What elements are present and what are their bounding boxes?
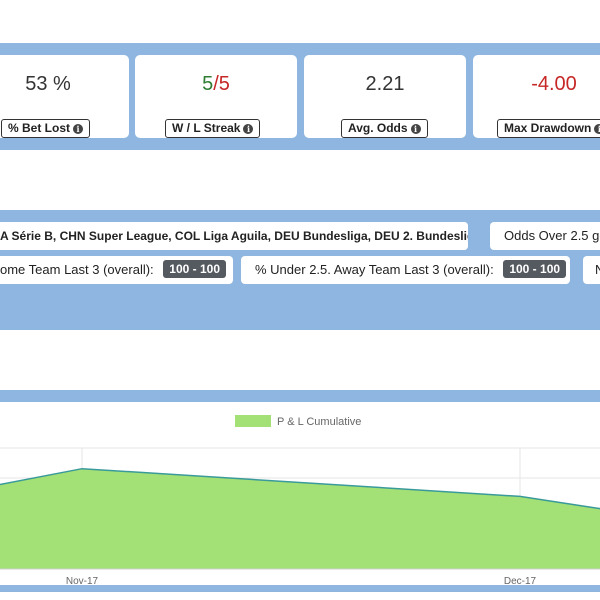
stat-value-max-drawdown: -4.00 xyxy=(531,73,577,95)
legend-swatch xyxy=(235,415,271,427)
stat-value-wl-streak: 5/5 xyxy=(135,73,297,96)
filter-leagues[interactable]: A Série B, CHN Super League, COL Liga Ag… xyxy=(0,222,468,250)
info-icon[interactable]: i xyxy=(73,124,84,134)
x-axis: Nov-17 Dec-17 xyxy=(0,568,600,587)
filters-band: A Série B, CHN Super League, COL Liga Ag… xyxy=(0,210,600,330)
info-icon[interactable]: i xyxy=(410,124,421,134)
area-series-p-l-cumulative xyxy=(0,468,600,569)
stat-label-wl-streak[interactable]: W / L Streak i xyxy=(165,119,261,138)
stat-card-avg-odds: 2.21 Avg. Odds i xyxy=(304,55,466,138)
stat-card-bet-lost: 53 % % Bet Lost i xyxy=(0,55,129,138)
stat-label-max-drawdown[interactable]: Max Drawdown i xyxy=(497,119,600,138)
stat-label-text: W / L Streak xyxy=(172,121,241,135)
stat-label-bet-lost[interactable]: % Bet Lost i xyxy=(1,119,91,138)
filter-home-team-range: 100 - 100 xyxy=(163,260,227,278)
filter-away-team-label: % Under 2.5. Away Team Last 3 (overall): xyxy=(255,262,494,277)
streak-loss-value: 5 xyxy=(218,73,230,95)
filter-home-team-last3[interactable]: ome Team Last 3 (overall): 100 - 100 xyxy=(0,256,233,284)
chart-legend[interactable]: P & L Cumulative xyxy=(235,415,361,428)
legend-label: P & L Cumulative xyxy=(277,416,361,428)
info-icon[interactable]: i xyxy=(243,124,254,134)
streak-separator: / xyxy=(213,73,219,95)
stat-value-avg-odds: 2.21 xyxy=(365,73,405,95)
chart-footer-strip xyxy=(0,592,600,600)
chart-band: P & L Cumulative Nov-17 Dec-17 xyxy=(0,390,600,600)
stat-label-text: Avg. Odds xyxy=(348,121,408,135)
filter-odds-over-text: Odds Over 2.5 go xyxy=(504,228,600,243)
streak-win-value: 5 xyxy=(202,73,214,95)
chart-panel: P & L Cumulative Nov-17 Dec-17 xyxy=(0,402,600,587)
stat-label-text: % Bet Lost xyxy=(8,121,71,135)
stats-band: 53 % % Bet Lost i 5/5 W / L Streak i 2.21 … xyxy=(0,43,600,150)
filter-home-team-label: ome Team Last 3 (overall): xyxy=(0,262,154,277)
info-icon[interactable]: i xyxy=(594,124,600,134)
stat-label-text: Max Drawdown xyxy=(504,121,592,135)
line-series-p-l-cumulative xyxy=(0,467,600,510)
stat-card-wl-streak: 5/5 W / L Streak i xyxy=(135,55,297,138)
filter-odds-over[interactable]: Odds Over 2.5 go xyxy=(490,222,600,250)
x-tick-label: Dec-17 xyxy=(504,576,537,585)
stat-card-max-drawdown: -4.00 Max Drawdown i xyxy=(473,55,600,138)
filter-next-partial[interactable]: N xyxy=(583,256,600,284)
x-tick-label: Nov-17 xyxy=(66,576,99,585)
stat-value-bet-lost: 53 % xyxy=(25,73,71,95)
filter-leagues-text: A Série B, CHN Super League, COL Liga Ag… xyxy=(0,222,468,250)
filter-next-partial-text: N xyxy=(595,262,600,277)
filter-away-team-last3[interactable]: % Under 2.5. Away Team Last 3 (overall):… xyxy=(241,256,570,284)
pl-cumulative-chart: P & L Cumulative Nov-17 Dec-17 xyxy=(0,415,600,587)
filter-away-team-range: 100 - 100 xyxy=(503,260,567,278)
stat-label-avg-odds[interactable]: Avg. Odds i xyxy=(341,119,428,138)
